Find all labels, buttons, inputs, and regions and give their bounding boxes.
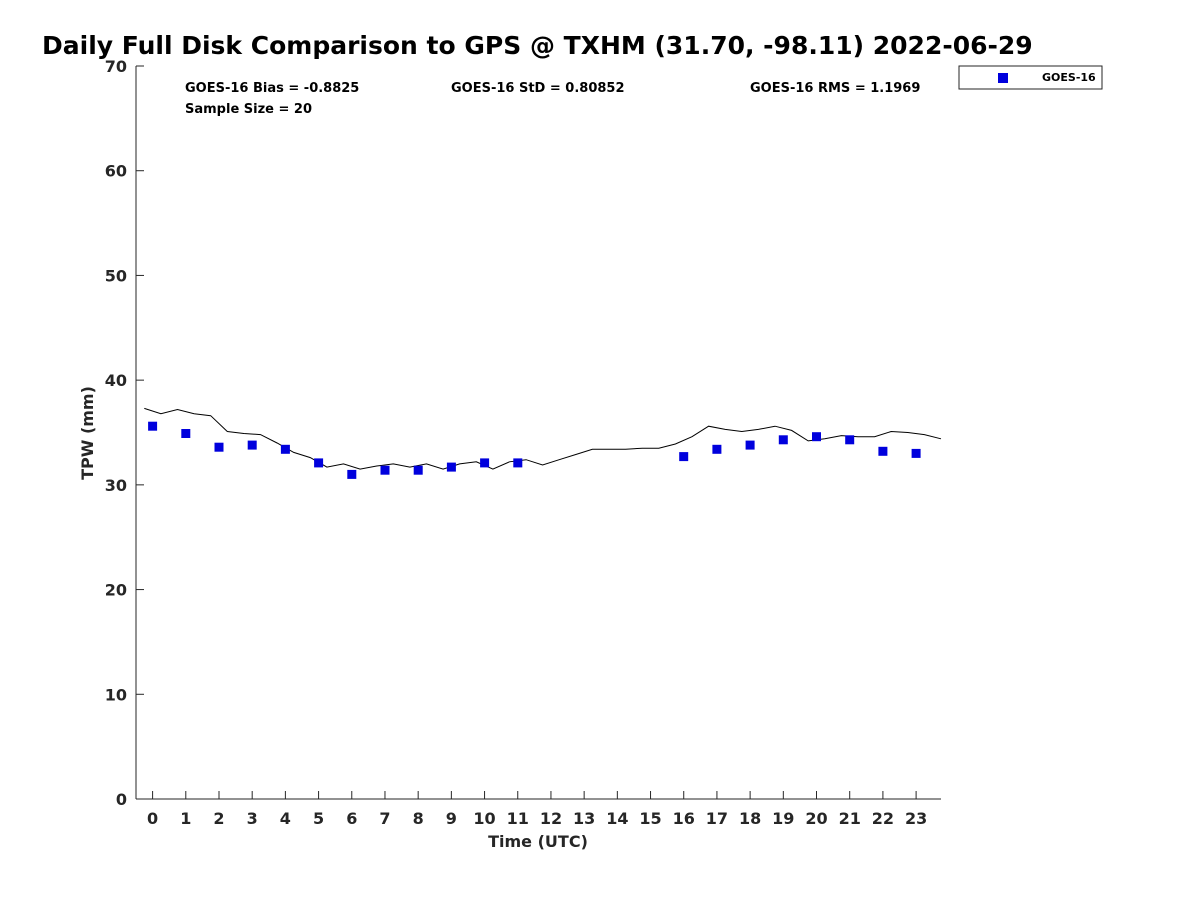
legend-marker-goes16	[998, 73, 1008, 83]
x-tick-label: 12	[540, 809, 562, 828]
x-tick-label: 22	[872, 809, 894, 828]
goes16-point	[712, 444, 722, 454]
legend: GOES-16	[958, 65, 1103, 90]
x-tick-label: 6	[346, 809, 357, 828]
x-tick-label: 7	[379, 809, 390, 828]
x-tick-label: 4	[280, 809, 291, 828]
x-tick-label: 8	[413, 809, 424, 828]
legend-box	[958, 65, 1103, 90]
y-tick-label: 20	[105, 581, 127, 600]
x-tick-label: 17	[706, 809, 728, 828]
goes16-point	[413, 465, 423, 475]
gps-line	[144, 407, 942, 470]
chart-title: Daily Full Disk Comparison to GPS @ TXHM…	[42, 31, 1033, 60]
x-tick-label: 11	[507, 809, 529, 828]
goes16-point	[778, 435, 788, 445]
sample-size-stat: Sample Size = 20	[185, 102, 312, 117]
goes16-point	[745, 440, 755, 450]
x-tick-label: 2	[213, 809, 224, 828]
x-tick-label: 23	[905, 809, 927, 828]
y-tick-label: 60	[105, 162, 127, 181]
x-tick-label: 21	[839, 809, 861, 828]
goes16-point	[280, 444, 290, 454]
y-tick-label: 10	[105, 685, 127, 704]
y-tick-label: 0	[116, 790, 127, 809]
x-tick-label: 0	[147, 809, 158, 828]
goes16-point	[513, 458, 523, 468]
x-tick-label: 5	[313, 809, 324, 828]
goes16-point	[347, 469, 357, 479]
y-axis-label: TPW (mm)	[78, 386, 97, 480]
x-tick-label: 15	[639, 809, 661, 828]
x-tick-label: 14	[606, 809, 628, 828]
bias-stat: GOES-16 Bias = -0.8825	[185, 81, 359, 96]
goes16-point	[679, 452, 689, 462]
x-axis-label: Time (UTC)	[488, 832, 588, 851]
rms-stat: GOES-16 RMS = 1.1969	[750, 81, 920, 96]
goes16-point	[380, 465, 390, 475]
x-tick-label: 19	[772, 809, 794, 828]
goes16-point	[181, 429, 191, 438]
legend-label-goes16: GOES-16	[1042, 71, 1096, 84]
goes16-point	[878, 446, 888, 456]
y-tick-label: 40	[105, 371, 127, 390]
goes16-point	[247, 440, 257, 450]
goes16-point	[911, 448, 921, 458]
y-tick-label: 30	[105, 476, 127, 495]
x-tick-label: 13	[573, 809, 595, 828]
goes16-point	[314, 458, 324, 468]
goes16-point	[446, 462, 456, 472]
x-tick-label: 18	[739, 809, 761, 828]
x-tick-label: 3	[247, 809, 258, 828]
goes16-point	[214, 442, 224, 452]
std-stat: GOES-16 StD = 0.80852	[451, 81, 625, 96]
x-tick-label: 9	[446, 809, 457, 828]
y-tick-label: 50	[105, 266, 127, 285]
goes16-point	[845, 435, 855, 445]
x-tick-label: 1	[180, 809, 191, 828]
x-tick-label: 20	[805, 809, 827, 828]
goes16-point	[812, 432, 821, 442]
x-tick-label: 16	[673, 809, 695, 828]
y-tick-label: 70	[105, 57, 127, 76]
x-tick-label: 10	[473, 809, 495, 828]
goes16-point	[148, 421, 158, 431]
goes16-point	[480, 458, 490, 468]
